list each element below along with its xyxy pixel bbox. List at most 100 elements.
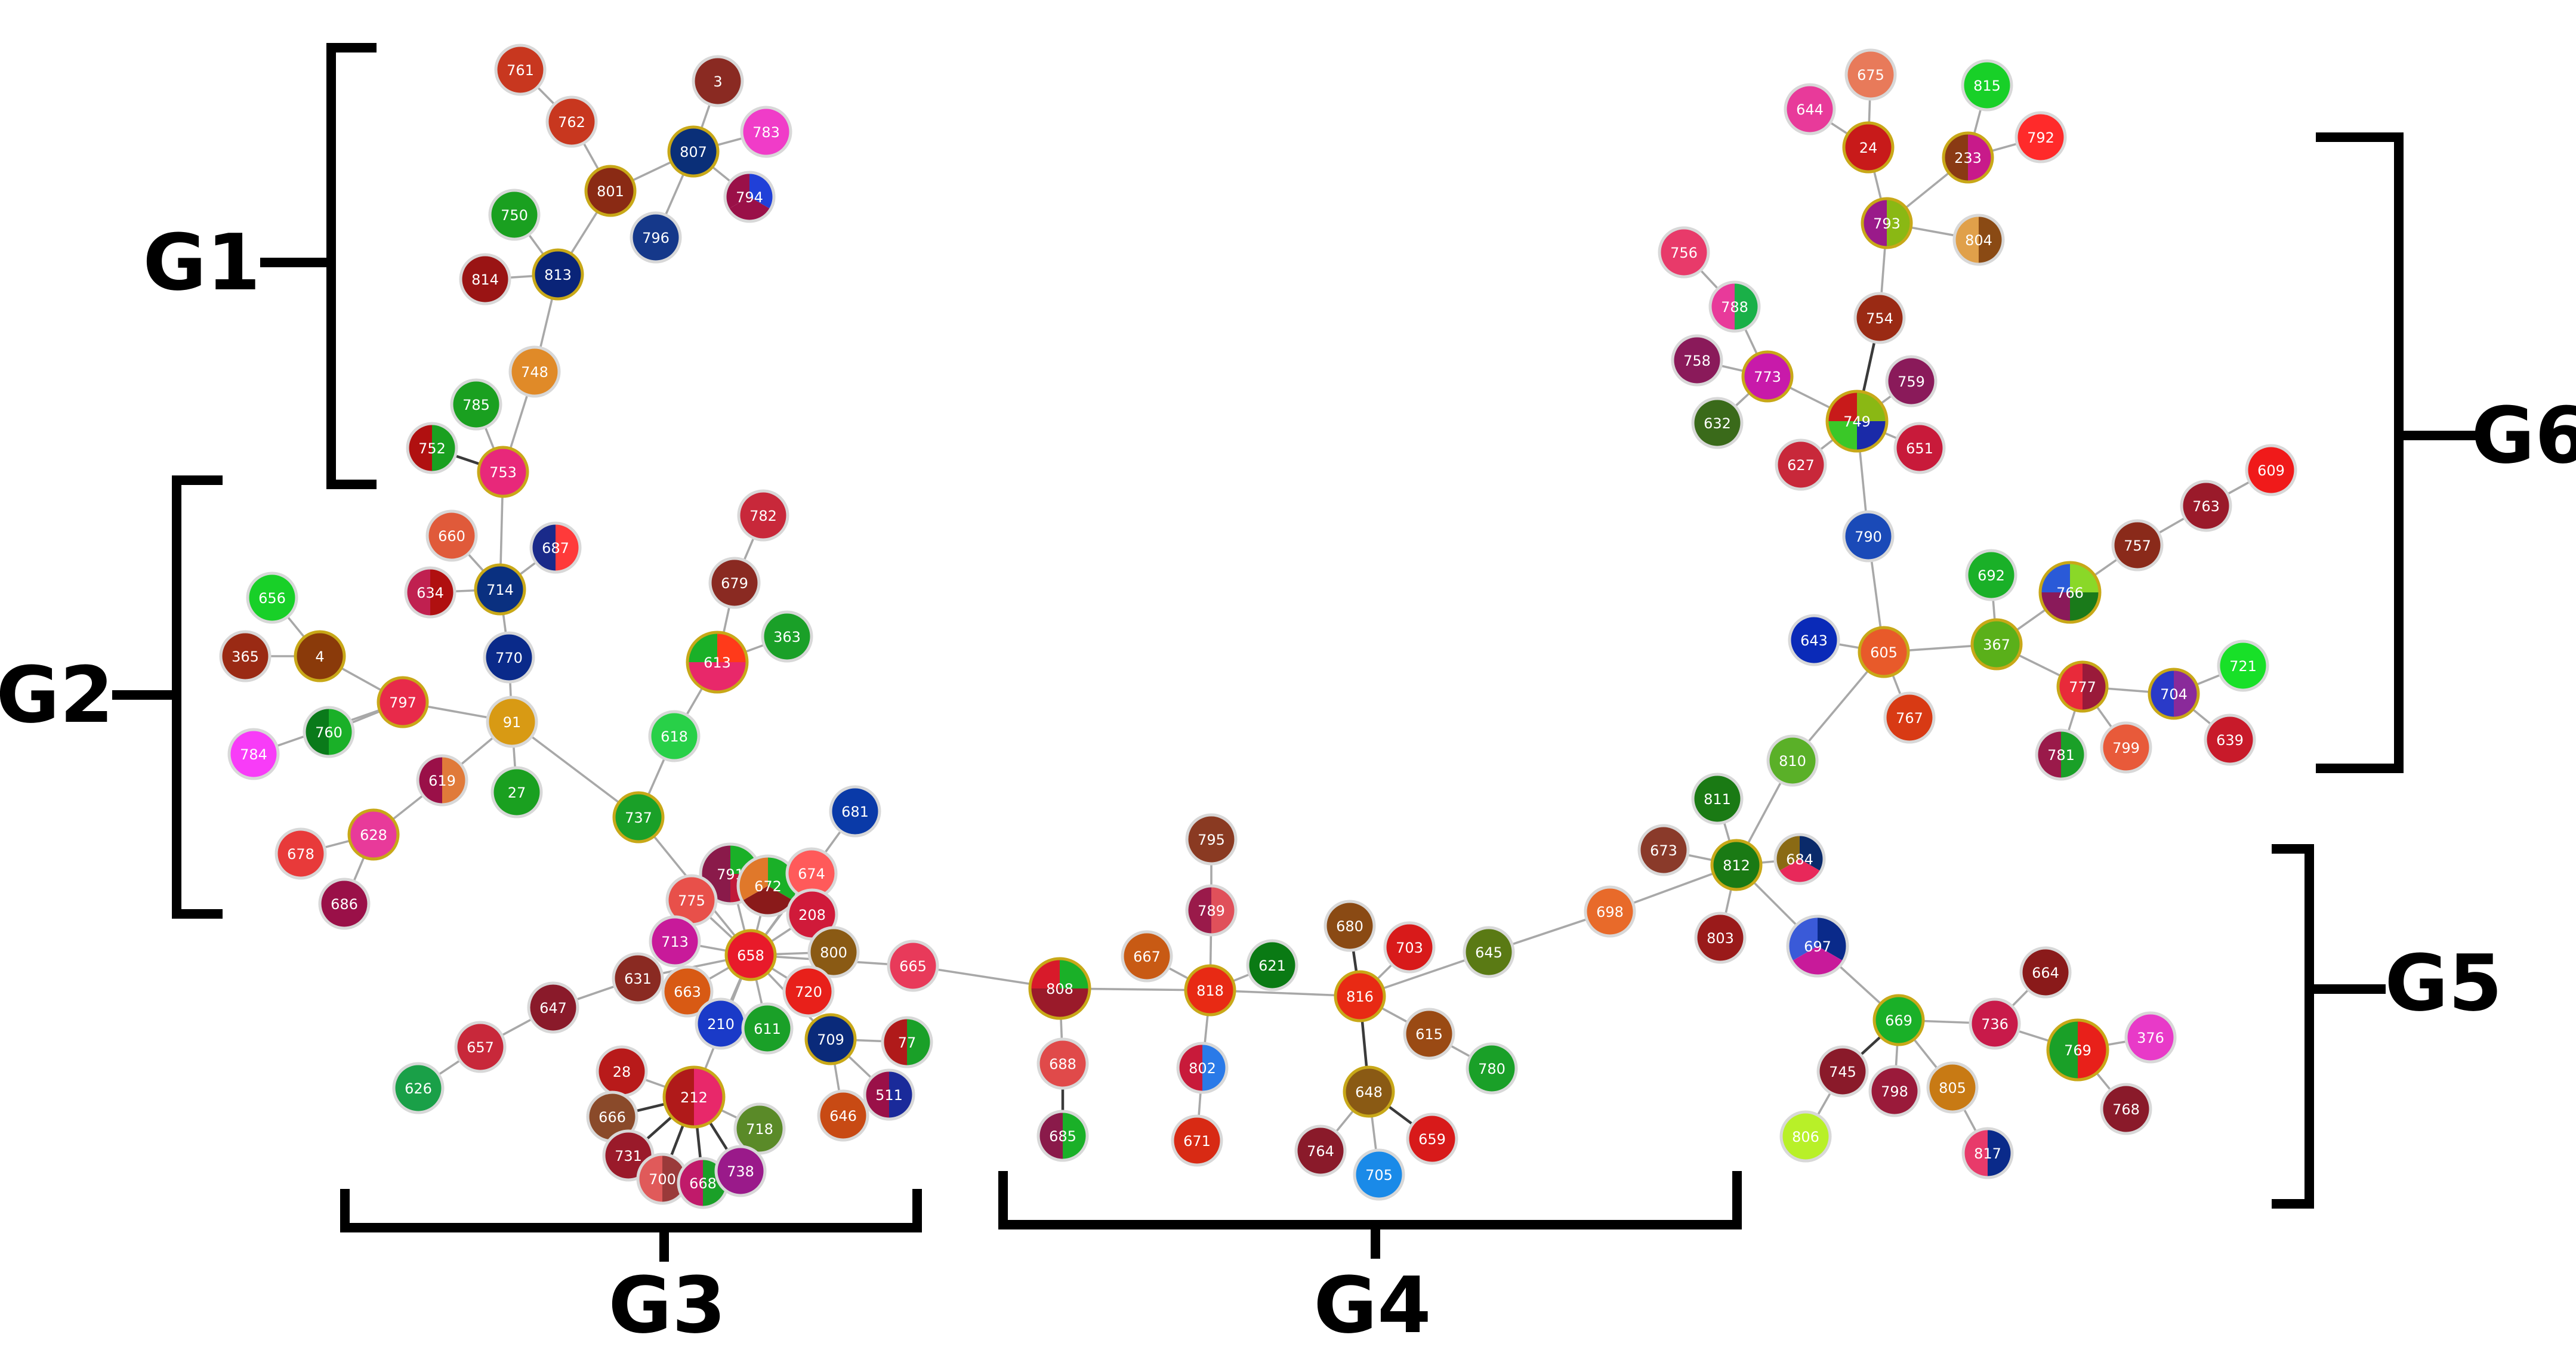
node-714[interactable]: 714	[474, 563, 526, 616]
node-645[interactable]: 645	[1463, 926, 1515, 978]
node-812[interactable]: 812	[1710, 839, 1763, 891]
node-754[interactable]: 754	[1853, 292, 1906, 344]
node-91[interactable]: 91	[486, 696, 538, 748]
node-807[interactable]: 807	[667, 125, 720, 178]
node-770[interactable]: 770	[483, 631, 535, 684]
node-697[interactable]: 697	[1786, 915, 1849, 978]
node-721[interactable]: 721	[2217, 639, 2269, 692]
node-780[interactable]: 780	[1466, 1042, 1518, 1095]
node-611[interactable]: 611	[741, 1002, 794, 1055]
node-687[interactable]: 687	[529, 521, 582, 574]
node-756[interactable]: 756	[1658, 226, 1710, 279]
node-795[interactable]: 795	[1185, 813, 1238, 866]
node-664[interactable]: 664	[2019, 946, 2072, 999]
node-782[interactable]: 782	[737, 489, 789, 542]
node-796[interactable]: 796	[630, 211, 682, 264]
node-802[interactable]: 802	[1176, 1042, 1229, 1094]
node-789[interactable]: 789	[1185, 884, 1238, 937]
node-667[interactable]: 667	[1121, 930, 1173, 983]
node-367[interactable]: 367	[1970, 618, 2023, 671]
node-788[interactable]: 788	[1708, 280, 1761, 333]
node-757[interactable]: 757	[2111, 519, 2164, 571]
node-758[interactable]: 758	[1671, 334, 1723, 387]
node-626[interactable]: 626	[392, 1062, 445, 1114]
node-713[interactable]: 713	[649, 915, 701, 968]
node-692[interactable]: 692	[1965, 549, 2017, 601]
node-631[interactable]: 631	[612, 952, 664, 1005]
node-764[interactable]: 764	[1294, 1124, 1347, 1177]
node-646[interactable]: 646	[817, 1089, 869, 1142]
node-671[interactable]: 671	[1171, 1114, 1223, 1167]
node-615[interactable]: 615	[1403, 1008, 1455, 1060]
node-656[interactable]: 656	[246, 571, 298, 624]
node-815[interactable]: 815	[1961, 59, 2013, 112]
node-773[interactable]: 773	[1741, 350, 1794, 403]
node-681[interactable]: 681	[829, 785, 881, 838]
node-666[interactable]: 666	[586, 1090, 638, 1143]
node-698[interactable]: 698	[1584, 885, 1636, 938]
node-769[interactable]: 769	[2046, 1018, 2109, 1082]
node-24[interactable]: 24	[1842, 121, 1895, 174]
node-797[interactable]: 797	[377, 676, 429, 728]
node-804[interactable]: 804	[1952, 214, 2005, 266]
node-675[interactable]: 675	[1844, 48, 1897, 101]
node-748[interactable]: 748	[508, 345, 561, 398]
node-792[interactable]: 792	[2014, 111, 2067, 163]
node-705[interactable]: 705	[1353, 1148, 1405, 1201]
node-736[interactable]: 736	[1969, 997, 2021, 1050]
node-798[interactable]: 798	[1868, 1065, 1921, 1117]
node-212[interactable]: 212	[662, 1065, 726, 1129]
node-680[interactable]: 680	[1324, 900, 1376, 952]
node-688[interactable]: 688	[1036, 1037, 1089, 1090]
node-233[interactable]: 233	[1942, 131, 1994, 184]
node-621[interactable]: 621	[1246, 939, 1298, 991]
node-704[interactable]: 704	[2148, 668, 2200, 720]
node-28[interactable]: 28	[596, 1045, 648, 1098]
node-511[interactable]: 511	[863, 1068, 915, 1121]
node-627[interactable]: 627	[1775, 438, 1827, 491]
node-657[interactable]: 657	[454, 1021, 507, 1073]
node-781[interactable]: 781	[2035, 728, 2087, 781]
node-4[interactable]: 4	[294, 630, 346, 682]
node-750[interactable]: 750	[488, 189, 541, 241]
node-749[interactable]: 749	[1825, 390, 1889, 453]
node-806[interactable]: 806	[1779, 1110, 1832, 1163]
node-376[interactable]: 376	[2124, 1011, 2177, 1064]
node-679[interactable]: 679	[708, 557, 761, 609]
node-363[interactable]: 363	[761, 610, 813, 663]
node-814[interactable]: 814	[459, 253, 511, 305]
node-720[interactable]: 720	[782, 965, 835, 1018]
node-639[interactable]: 639	[2204, 713, 2256, 766]
node-605[interactable]: 605	[1858, 626, 1910, 678]
node-628[interactable]: 628	[347, 808, 400, 861]
node-784[interactable]: 784	[227, 728, 280, 780]
node-659[interactable]: 659	[1406, 1113, 1458, 1165]
node-801[interactable]: 801	[584, 165, 637, 217]
node-783[interactable]: 783	[740, 106, 792, 158]
node-632[interactable]: 632	[1691, 397, 1744, 449]
node-759[interactable]: 759	[1885, 355, 1938, 407]
node-811[interactable]: 811	[1691, 773, 1744, 825]
node-647[interactable]: 647	[527, 981, 579, 1034]
node-669[interactable]: 669	[1872, 994, 1925, 1046]
node-648[interactable]: 648	[1343, 1065, 1395, 1118]
node-613[interactable]: 613	[686, 631, 749, 694]
node-643[interactable]: 643	[1788, 614, 1840, 666]
node-672[interactable]: 672	[736, 854, 800, 917]
node-658[interactable]: 658	[724, 929, 777, 981]
node-619[interactable]: 619	[416, 754, 468, 807]
node-673[interactable]: 673	[1637, 824, 1690, 876]
node-609[interactable]: 609	[2245, 444, 2297, 496]
node-768[interactable]: 768	[2100, 1083, 2152, 1135]
node-634[interactable]: 634	[404, 566, 456, 619]
node-745[interactable]: 745	[1816, 1045, 1869, 1098]
node-800[interactable]: 800	[807, 926, 860, 978]
node-763[interactable]: 763	[2180, 480, 2232, 532]
node-752[interactable]: 752	[406, 422, 458, 474]
node-674[interactable]: 674	[785, 847, 838, 900]
node-803[interactable]: 803	[1694, 912, 1747, 964]
node-762[interactable]: 762	[545, 95, 598, 148]
node-663[interactable]: 663	[661, 965, 714, 1018]
node-718[interactable]: 718	[733, 1102, 786, 1155]
node-794[interactable]: 794	[723, 171, 776, 223]
